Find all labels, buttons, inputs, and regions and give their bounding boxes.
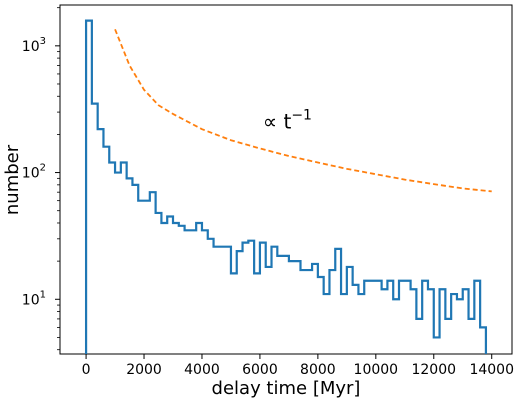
x-tick-label: 10000 — [354, 362, 399, 378]
y-axis-title: number — [2, 144, 23, 215]
x-tick-label: 0 — [82, 362, 91, 378]
annotation-proportional-label: ∝ t−1 — [263, 107, 312, 133]
annotation-prefix: ∝ t — [263, 109, 292, 133]
y-axis-ticks: 101 102 103 — [22, 7, 60, 351]
y-tick-label: 102 — [22, 163, 46, 182]
power-law-line — [114, 28, 492, 193]
x-tick-label: 4000 — [184, 362, 220, 378]
plot-frame — [59, 4, 513, 355]
x-tick-label: 6000 — [242, 362, 278, 378]
x-axis-ticks: 0 2000 4000 6000 8000 10000 12000 14000 — [82, 354, 514, 378]
series-layer — [84, 19, 492, 354]
x-tick-label: 14000 — [469, 362, 514, 378]
histogram-series — [84, 19, 488, 354]
y-tick-label: 103 — [22, 36, 46, 55]
plot-area: 0 2000 4000 6000 8000 10000 12000 14000 1011021… — [22, 4, 514, 378]
x-axis-title: delay time [Myr] — [212, 378, 361, 399]
annotation-exponent: −1 — [291, 107, 312, 123]
x-tick-label: 8000 — [300, 362, 336, 378]
x-tick-label: 12000 — [411, 362, 456, 378]
x-tick-label: 2000 — [126, 362, 162, 378]
y-tick-label: 101 — [22, 289, 46, 308]
